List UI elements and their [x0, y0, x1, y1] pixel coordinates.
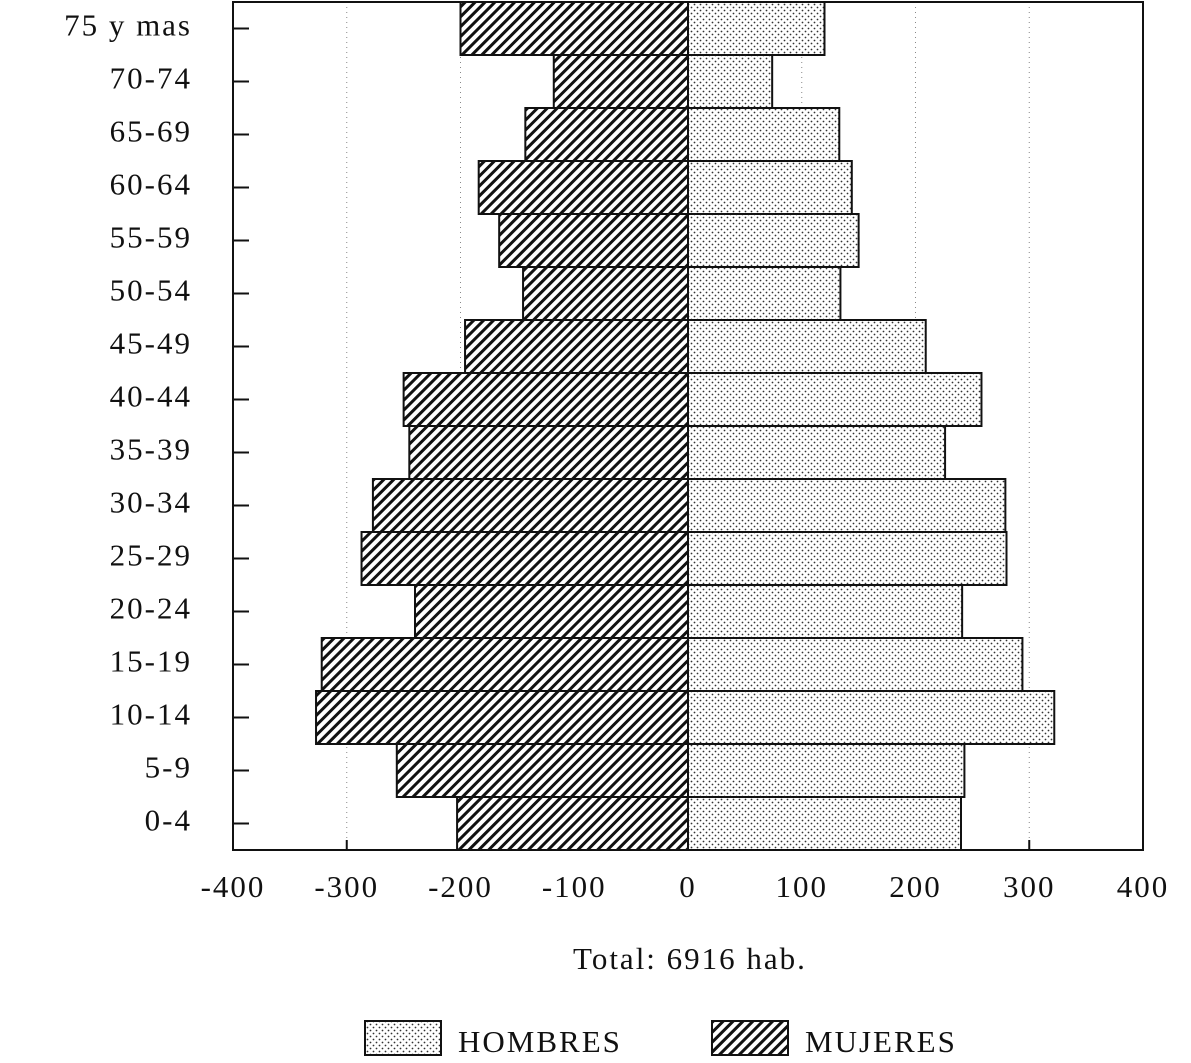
legend-swatch: [364, 1020, 442, 1056]
bar: [456, 796, 689, 851]
x-tick-label: -200: [428, 869, 493, 904]
bar: [687, 1, 826, 56]
bar: [687, 743, 966, 798]
bar: [414, 584, 689, 639]
bar: [687, 107, 841, 162]
y-tick-label: 75 y mas: [64, 8, 192, 43]
bar: [687, 478, 1007, 533]
y-tick-label: 25-29: [110, 538, 192, 573]
bar: [459, 1, 689, 56]
y-tick-label: 30-34: [110, 485, 192, 520]
x-tick-label: 100: [776, 869, 829, 904]
y-tick-label: 5-9: [145, 750, 192, 785]
plot-frame: [232, 1, 1144, 851]
legend-label: MUJERES: [805, 1024, 957, 1059]
bar: [371, 478, 689, 533]
bar: [687, 531, 1008, 586]
y-tick-label: 70-74: [110, 61, 192, 96]
y-tick-label: 50-54: [110, 273, 192, 308]
x-tick-label: 200: [889, 869, 942, 904]
x-axis-label: Total: 6916 hab.: [573, 941, 807, 976]
bar: [687, 213, 860, 268]
x-tick-label: -300: [314, 869, 379, 904]
bar: [320, 637, 689, 692]
bar: [687, 425, 947, 480]
x-tick-label: 400: [1117, 869, 1170, 904]
bar: [687, 54, 774, 109]
bar: [464, 319, 689, 374]
x-tick-label: 0: [679, 869, 697, 904]
legend-swatch: [711, 1020, 789, 1056]
bar: [687, 372, 983, 427]
bar: [395, 743, 689, 798]
bar: [524, 107, 690, 162]
y-tick-label: 55-59: [110, 220, 192, 255]
y-tick-label: 65-69: [110, 114, 192, 149]
bar: [687, 690, 1056, 745]
x-tick-label: -400: [201, 869, 266, 904]
x-tick-label: 300: [1003, 869, 1056, 904]
y-tick-label: 0-4: [145, 803, 192, 838]
bar: [687, 266, 842, 321]
y-tick-label: 40-44: [110, 379, 192, 414]
bar: [315, 690, 689, 745]
bar: [360, 531, 689, 586]
bar: [408, 425, 689, 480]
bar: [498, 213, 689, 268]
bar: [687, 584, 964, 639]
y-tick-label: 60-64: [110, 167, 192, 202]
bar: [552, 54, 690, 109]
bar: [687, 796, 962, 851]
x-tick-label: -100: [542, 869, 607, 904]
y-tick-label: 15-19: [110, 644, 192, 679]
bar: [402, 372, 689, 427]
bar: [687, 637, 1024, 692]
y-tick-label: 10-14: [110, 697, 192, 732]
bar: [477, 160, 690, 215]
y-tick-label: 45-49: [110, 326, 192, 361]
y-tick-label: 35-39: [110, 432, 192, 467]
y-tick-label: 20-24: [110, 591, 192, 626]
bar: [522, 266, 689, 321]
bar: [687, 319, 927, 374]
legend-label: HOMBRES: [458, 1024, 622, 1059]
bar: [687, 160, 853, 215]
